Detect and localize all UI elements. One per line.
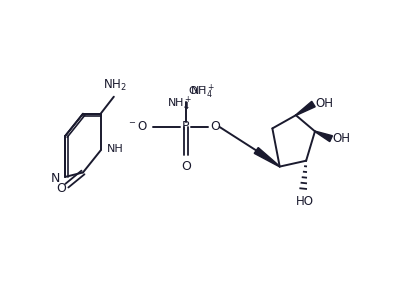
Text: O: O <box>210 119 220 132</box>
Text: OH: OH <box>315 97 333 110</box>
Text: $^-$O: $^-$O <box>127 120 148 133</box>
Polygon shape <box>254 148 280 167</box>
Text: NH$_4^+$: NH$_4^+$ <box>167 95 192 113</box>
Text: O$^-$: O$^-$ <box>188 84 206 96</box>
Polygon shape <box>315 131 333 142</box>
Text: OH: OH <box>333 132 350 145</box>
Text: NH: NH <box>107 144 124 154</box>
Text: O: O <box>181 160 191 173</box>
Text: NH$_2$: NH$_2$ <box>103 78 126 93</box>
Polygon shape <box>296 101 315 115</box>
Text: HO: HO <box>296 195 314 208</box>
Text: O: O <box>56 182 66 195</box>
Text: N: N <box>51 172 60 185</box>
Text: P: P <box>182 120 190 133</box>
Text: NH$_4^+$: NH$_4^+$ <box>190 83 216 101</box>
